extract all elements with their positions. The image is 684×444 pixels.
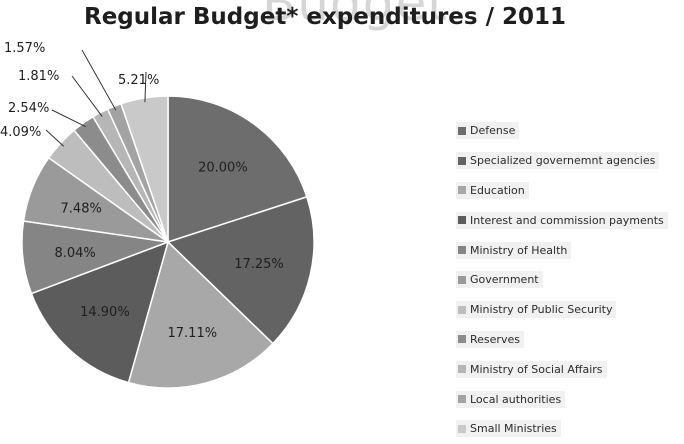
legend-item: Government [456,265,682,295]
pie-data-label: 5.21% [118,73,159,88]
legend-swatch [458,365,466,374]
pie-data-label: 1.57% [4,41,45,56]
legend-label: Specialized governemnt agencies [470,154,656,168]
chart-legend: Defense Specialized governemnt agencies Ed… [456,116,682,444]
leader-line [144,71,147,103]
pie-data-label: 17.11% [168,326,218,341]
pie-slice [167,95,308,244]
legend-swatch [458,126,466,135]
legend-label: Interest and commission payments [470,213,664,227]
legend-label: Local authorities [470,392,562,406]
legend-item: Interest and commission payments [456,205,682,235]
pie-data-label: 1.81% [18,69,59,84]
legend-swatch [458,424,466,433]
legend-label: Ministry of Social Affairs [470,362,603,376]
legend-label: Reserves [470,332,520,346]
legend-swatch [458,246,466,255]
legend-item: Small Ministries [456,414,682,444]
legend-item: Defense [456,116,682,146]
leader-line [51,109,86,128]
legend-item: Local authorities [456,384,682,414]
chart-title: Regular Budget* expenditures / 2011 [84,4,567,30]
ghost-title: Budget [262,0,448,32]
legend-label: Defense [470,124,516,138]
legend-swatch [458,156,466,165]
pie-data-label: 2.54% [8,101,49,116]
legend-swatch [458,305,466,314]
pie-data-label: 14.90% [80,305,130,320]
legend-item: Ministry of Public Security [456,295,682,325]
legend-label: Government [470,273,539,287]
leader-line [45,129,65,147]
pie-data-label: 20.00% [198,160,248,175]
legend-item: Education [456,176,682,206]
pie-data-label: 17.25% [234,257,284,272]
pie-data-label: 7.48% [61,201,102,216]
legend-item: Ministry of Health [456,235,682,265]
legend-item: Reserves [456,325,682,355]
legend-swatch [458,275,466,284]
legend-swatch [458,186,466,195]
pie-data-label: 4.09% [0,125,41,140]
legend-label: Ministry of Health [470,243,568,257]
leader-line [81,49,117,111]
pie-data-label: 8.04% [54,246,95,261]
legend-label: Small Ministries [470,422,557,436]
pie-slice [120,95,169,243]
legend-swatch [458,335,466,344]
legend-swatch [458,216,466,225]
pie-slice [127,240,274,389]
legend-label: Education [470,183,525,197]
pie-slice [166,195,315,345]
legend-item: Specialized governemnt agencies [456,146,682,176]
legend-label: Ministry of Public Security [470,303,613,317]
pie-slice [30,240,170,384]
legend-swatch [458,395,466,404]
legend-item: Ministry of Social Affairs [456,354,682,384]
leader-line [71,75,103,117]
